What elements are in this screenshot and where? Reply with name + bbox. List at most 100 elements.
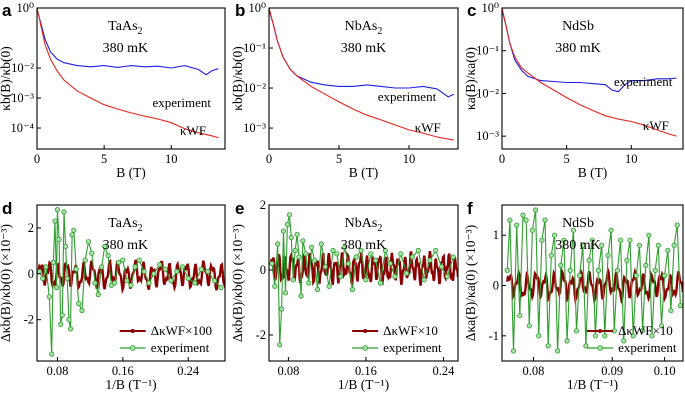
data-point [296, 254, 302, 260]
title-subscript: 2 [138, 223, 143, 234]
data-point [185, 275, 191, 281]
y-tick-label: 10⁰ [16, 1, 34, 15]
data-point [99, 264, 105, 270]
data-point [567, 267, 573, 273]
data-point [564, 338, 570, 344]
data-point [621, 338, 627, 344]
data-point [318, 241, 324, 247]
data-point [658, 323, 665, 329]
panel-letter-c: c [467, 1, 476, 20]
data-point [643, 262, 649, 268]
data-point [58, 321, 64, 327]
data-point [523, 217, 529, 223]
data-point [162, 266, 168, 272]
plot-frame [501, 204, 684, 362]
data-point [338, 273, 344, 280]
data-point [124, 278, 130, 284]
annotation-kwf: κWF [643, 118, 669, 133]
data-point [624, 257, 630, 263]
data-point [583, 343, 589, 349]
data-point [211, 278, 217, 284]
data-point [53, 284, 60, 291]
series-experiment-line [39, 209, 222, 355]
data-point [341, 244, 348, 250]
data-point [392, 273, 398, 280]
title-subscript: 2 [138, 26, 143, 37]
annotation-experiment: experiment [614, 74, 673, 89]
data-point [146, 280, 152, 286]
legend-marker [363, 328, 368, 333]
data-point [218, 284, 224, 291]
data-point [358, 247, 364, 254]
y-tick-label: 1 [493, 228, 499, 242]
temperature-label: 380 mK [341, 41, 387, 56]
plot-frame [268, 204, 459, 362]
data-point [59, 312, 65, 318]
panel-title: TaAs2 [108, 216, 142, 234]
data-point [668, 308, 674, 314]
legend-label: experiment [618, 340, 677, 355]
data-point [300, 238, 306, 244]
plot-area [504, 207, 683, 354]
y-axis-label: κa(B)/κa(0) [463, 47, 478, 110]
x-tick-label: 0.10 [654, 364, 676, 378]
series-kwf-line [37, 8, 219, 139]
series-kwf-line [37, 258, 225, 295]
data-point [174, 268, 180, 275]
data-point [277, 342, 283, 348]
panel-title: NdSb [562, 19, 594, 34]
data-point [602, 333, 608, 339]
data-point [514, 222, 520, 228]
data-point [50, 259, 56, 265]
x-axis-label: B (T) [578, 165, 608, 180]
data-point [450, 254, 456, 260]
data-point [157, 261, 163, 268]
data-point [308, 244, 315, 250]
data-point [40, 275, 46, 281]
data-point [73, 266, 79, 272]
data-point [112, 280, 118, 286]
panel-letter-e: e [235, 199, 244, 218]
panel-title: NdSb [562, 216, 594, 231]
data-point [504, 267, 510, 273]
plot-frame [36, 7, 226, 150]
title-subscript: 2 [377, 26, 382, 37]
data-point [43, 264, 49, 270]
legend-marker [129, 345, 136, 351]
data-point [614, 267, 621, 273]
x-tick-label: 0.08 [277, 364, 299, 378]
x-axis-label: B (T) [116, 165, 146, 180]
legend-marker [598, 328, 603, 333]
data-point [105, 252, 111, 259]
data-point [646, 232, 652, 238]
panel-d: 0.08 0.16 0.24 -2 0 2 1/B (T⁻¹) Δκb(B)/κb(0) (×… [0, 204, 226, 392]
data-point [62, 243, 69, 249]
data-point [529, 227, 536, 233]
data-point [294, 231, 300, 237]
legend-label: experiment [383, 340, 442, 355]
data-point [66, 317, 72, 323]
panel-title: TaAs2 [108, 19, 142, 37]
plot-frame [501, 7, 684, 150]
plot-area [502, 8, 677, 137]
data-point [630, 333, 636, 339]
title-subscript: 2 [377, 223, 382, 234]
x-tick-label: 0.24 [433, 364, 456, 378]
data-point [269, 260, 275, 267]
data-point [652, 267, 658, 273]
data-point [136, 257, 142, 263]
data-point [580, 242, 586, 248]
data-point [92, 280, 98, 286]
y-axis-label: κb(B)/κb(0) [230, 46, 245, 111]
plot-frame [36, 204, 226, 362]
data-point [52, 218, 58, 224]
data-point [284, 221, 290, 228]
x-tick-label: 0 [266, 152, 272, 166]
data-point [330, 247, 336, 254]
series-kwf-line [506, 265, 683, 305]
data-point [102, 243, 108, 249]
legend-marker [130, 328, 135, 333]
data-point [545, 343, 551, 349]
data-point [61, 209, 67, 215]
data-point [205, 268, 211, 275]
